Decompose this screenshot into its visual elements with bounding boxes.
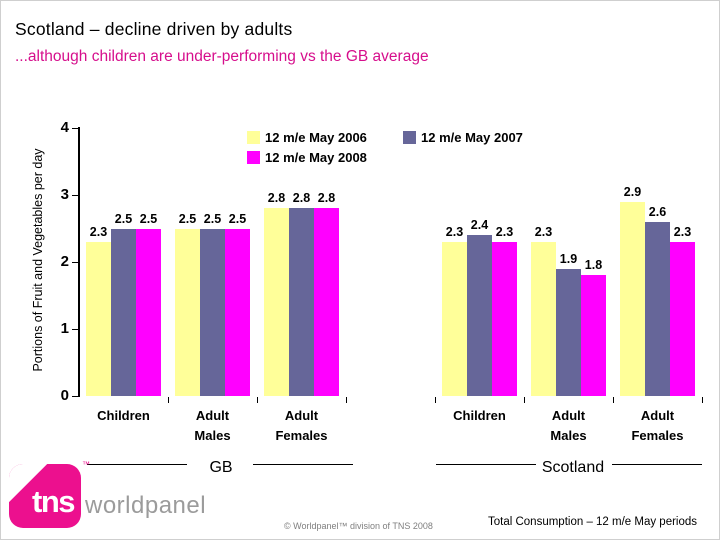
tns-logo-trademark: ™	[82, 460, 90, 469]
bar-value-label: 1.9	[559, 251, 578, 266]
bar-value-label: 2.3	[534, 224, 553, 239]
bar	[670, 241, 695, 396]
bar	[111, 228, 136, 396]
legend-swatch-2006	[247, 131, 260, 144]
bar-value-label: 2.5	[178, 211, 197, 226]
bar-value-label: 2.8	[292, 191, 311, 206]
group-label-gb: GB	[209, 459, 233, 476]
x-axis-category-label: Adult Males	[194, 408, 231, 443]
bar	[289, 208, 314, 396]
y-axis-tick-label: 3	[60, 186, 69, 203]
y-axis-title: Portions of Fruit and Vegetables per day	[31, 148, 45, 372]
y-axis-tick-label: 4	[60, 119, 69, 136]
legend-label-2007: 12 m/e May 2007	[421, 130, 523, 145]
bar-value-label: 2.8	[267, 191, 286, 206]
x-axis-category-label: Adult Males	[550, 408, 587, 443]
bar-value-label: 2.3	[673, 224, 692, 239]
legend-swatch-2007	[403, 131, 416, 144]
y-axis-tick-label: 1	[60, 320, 69, 337]
worldpanel-logo-text: worldpanel	[85, 492, 207, 519]
x-axis-tick	[168, 397, 169, 403]
bar	[314, 208, 339, 396]
legend-label-2008: 12 m/e May 2008	[265, 150, 367, 165]
bar	[136, 228, 161, 396]
bar-value-label: 2.3	[495, 224, 514, 239]
x-axis-category-label: Children	[453, 408, 506, 423]
bar-value-label: 2.5	[203, 211, 222, 226]
y-axis-line	[78, 127, 80, 397]
bar	[200, 228, 225, 396]
y-axis-tick	[72, 127, 78, 129]
scotland-line-right	[612, 464, 702, 465]
bar-value-label: 2.4	[470, 218, 489, 233]
bar	[556, 268, 581, 396]
y-axis-tick	[72, 328, 78, 330]
legend-item-2006: 12 m/e May 2006	[247, 130, 367, 145]
bar-value-label: 2.3	[89, 224, 108, 239]
bar-value-label: 2.5	[228, 211, 247, 226]
x-axis-tick	[435, 397, 436, 403]
bar	[86, 241, 111, 396]
x-axis-tick	[702, 397, 703, 403]
bar	[442, 241, 467, 396]
bar-value-label: 2.8	[317, 191, 336, 206]
bar	[467, 235, 492, 396]
bar-value-label: 1.8	[584, 258, 603, 273]
page-subtitle: ...although children are under-performin…	[15, 48, 429, 65]
bar	[581, 275, 606, 396]
copyright-text: © Worldpanel™ division of TNS 2008	[284, 521, 433, 531]
group-label-scotland: Scotland	[541, 459, 605, 476]
legend-item-2008: 12 m/e May 2008	[247, 150, 367, 165]
bar-value-label: 2.5	[139, 211, 158, 226]
bar	[620, 201, 645, 396]
tns-logo-text: tns	[32, 484, 76, 519]
x-axis-tick	[257, 397, 258, 403]
gb-line-right	[253, 464, 353, 465]
bar-value-label: 2.9	[623, 184, 642, 199]
x-axis-tick	[613, 397, 614, 403]
y-axis-tick-label: 2	[60, 253, 69, 270]
x-axis-tick	[346, 397, 347, 403]
bar-value-label: 2.5	[114, 211, 133, 226]
y-axis-tick	[72, 261, 78, 263]
legend-swatch-2008	[247, 151, 260, 164]
bar	[531, 241, 556, 396]
page-title: Scotland – decline driven by adults	[15, 19, 293, 39]
bar	[175, 228, 200, 396]
tns-logo: tns	[9, 464, 81, 528]
legend-item-2007: 12 m/e May 2007	[403, 130, 523, 145]
y-axis-tick-label: 0	[60, 387, 69, 404]
gb-line-left	[87, 464, 187, 465]
bar	[492, 241, 517, 396]
x-axis-category-label: Adult Females	[275, 408, 328, 443]
x-axis-tick	[524, 397, 525, 403]
bar	[645, 221, 670, 396]
x-axis-category-label: Children	[97, 408, 150, 423]
bar	[225, 228, 250, 396]
legend-label-2006: 12 m/e May 2006	[265, 130, 367, 145]
y-axis-tick	[72, 395, 78, 397]
bar-value-label: 2.6	[648, 204, 667, 219]
scotland-line-left	[436, 464, 536, 465]
x-axis-category-label: Adult Females	[631, 408, 684, 443]
footnote-text: Total Consumption – 12 m/e May periods	[488, 516, 698, 528]
bar-value-label: 2.3	[445, 224, 464, 239]
y-axis-tick	[72, 194, 78, 196]
bar	[264, 208, 289, 396]
